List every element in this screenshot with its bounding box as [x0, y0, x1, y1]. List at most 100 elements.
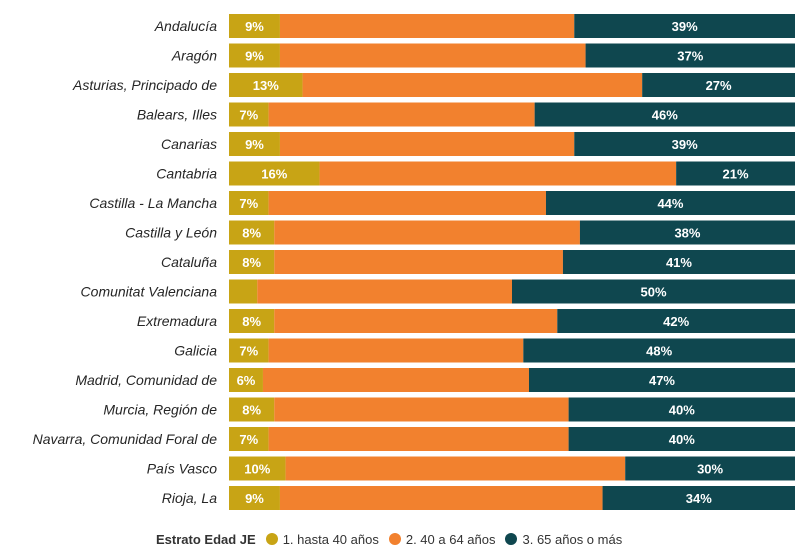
- bar-segment: [229, 427, 269, 451]
- data-label: 30%: [697, 462, 723, 477]
- bar-segment: [274, 397, 569, 422]
- data-label: 9%: [245, 49, 264, 64]
- data-label: 13%: [253, 78, 279, 93]
- bar-segment: [229, 456, 286, 481]
- legend: Estrato Edad JE 1. hasta 40 años 2. 40 a…: [156, 530, 632, 548]
- bar-segment: [676, 161, 795, 186]
- bar-segment: [512, 279, 795, 304]
- bar-segment: [568, 427, 795, 451]
- data-label: 37%: [677, 49, 703, 64]
- category-label: Galicia: [174, 343, 217, 359]
- legend-item-3: 3. 65 años o más: [505, 532, 622, 547]
- bar-segment: [229, 309, 275, 333]
- bar-segment: [268, 102, 535, 127]
- bar-segment: [229, 191, 269, 215]
- category-label: Cataluña: [161, 254, 217, 270]
- bar-segment: [229, 338, 269, 363]
- bar-segment: [268, 191, 546, 215]
- bar-segment: [274, 250, 563, 274]
- bar-segment: [262, 368, 529, 392]
- data-label: 7%: [239, 108, 258, 123]
- legend-swatch-2: [388, 533, 401, 545]
- bar-segment: [568, 397, 795, 422]
- bar-segment: [229, 73, 303, 97]
- bar-segment: [268, 427, 569, 451]
- data-label: 9%: [245, 137, 264, 152]
- bar-segment: [229, 250, 275, 274]
- data-label: 42%: [663, 314, 689, 329]
- data-label: 48%: [646, 344, 672, 359]
- category-label: Castilla y León: [125, 225, 217, 241]
- bar-segment: [229, 14, 280, 38]
- legend-label-2: 2. 40 a 64 años: [405, 531, 496, 547]
- bar-segment: [557, 309, 795, 333]
- bar-segment: [562, 250, 795, 274]
- data-label: 47%: [649, 373, 675, 388]
- category-label: Murcia, Región de: [103, 402, 217, 418]
- category-label: Rioja, La: [162, 490, 217, 506]
- data-label: 27%: [706, 78, 732, 93]
- category-label: Navarra, Comunidad Foral de: [33, 431, 218, 447]
- category-label: Comunitat Valenciana: [81, 284, 218, 300]
- data-label: 16%: [261, 167, 287, 182]
- data-label: 21%: [723, 167, 749, 182]
- data-label: 39%: [672, 19, 698, 34]
- category-label: Balears, Illes: [137, 107, 217, 123]
- bar-segment: [279, 132, 575, 156]
- legend-swatch-1: [265, 533, 278, 545]
- data-label: 7%: [239, 196, 258, 211]
- bar-segment: [642, 73, 795, 97]
- bar-segment: [229, 132, 280, 156]
- category-label: Madrid, Comunidad de: [75, 372, 217, 388]
- bar-segment: [279, 14, 575, 38]
- bar-segment: [579, 220, 795, 245]
- bar-segment: [279, 43, 586, 68]
- category-label: Canarias: [161, 136, 217, 152]
- bar-segment: [229, 161, 320, 186]
- bar-segment: [229, 486, 280, 510]
- data-label: 9%: [245, 491, 264, 506]
- data-label: 46%: [652, 108, 678, 123]
- category-label: Castilla - La Mancha: [89, 195, 217, 211]
- bar-segment: [302, 73, 643, 97]
- category-label: Aragón: [171, 48, 217, 64]
- data-label: 39%: [672, 137, 698, 152]
- bar-segment: [229, 43, 280, 68]
- bar-segment: [229, 397, 275, 422]
- bar-segment: [534, 102, 795, 127]
- bar-segment: [279, 486, 603, 510]
- legend-label-3: 3. 65 años o más: [522, 531, 623, 547]
- data-label: 40%: [669, 403, 695, 418]
- data-label: 40%: [669, 432, 695, 447]
- legend-item-2: 2. 40 a 64 años: [388, 531, 496, 547]
- bar-segment: [528, 368, 795, 392]
- data-label: 8%: [242, 255, 261, 270]
- legend-label-1: 1. hasta 40 años: [282, 531, 379, 547]
- bar-segment: [229, 279, 258, 304]
- data-label: 44%: [657, 196, 683, 211]
- bar-segment: [625, 456, 795, 481]
- data-label: 38%: [674, 226, 700, 241]
- data-label: 8%: [242, 226, 261, 241]
- data-label: 50%: [640, 285, 666, 300]
- category-label: Asturias, Principado de: [72, 77, 217, 93]
- data-label: 7%: [239, 344, 258, 359]
- bar-segment: [268, 338, 524, 363]
- category-label: Andalucía: [154, 18, 217, 34]
- bar-segment: [229, 368, 263, 392]
- bar-segment: [229, 220, 275, 245]
- bar-segment: [257, 279, 512, 304]
- bar-segment: [574, 14, 795, 38]
- category-label: País Vasco: [147, 461, 218, 477]
- data-label: 9%: [245, 19, 264, 34]
- bar-segment: [274, 220, 580, 245]
- bar-segment: [285, 456, 626, 481]
- bar-segment: [585, 43, 795, 68]
- data-label: 6%: [237, 373, 256, 388]
- data-label: 8%: [242, 314, 261, 329]
- bar-segment: [574, 132, 795, 156]
- category-label: Extremadura: [137, 313, 217, 329]
- data-label: 10%: [244, 462, 270, 477]
